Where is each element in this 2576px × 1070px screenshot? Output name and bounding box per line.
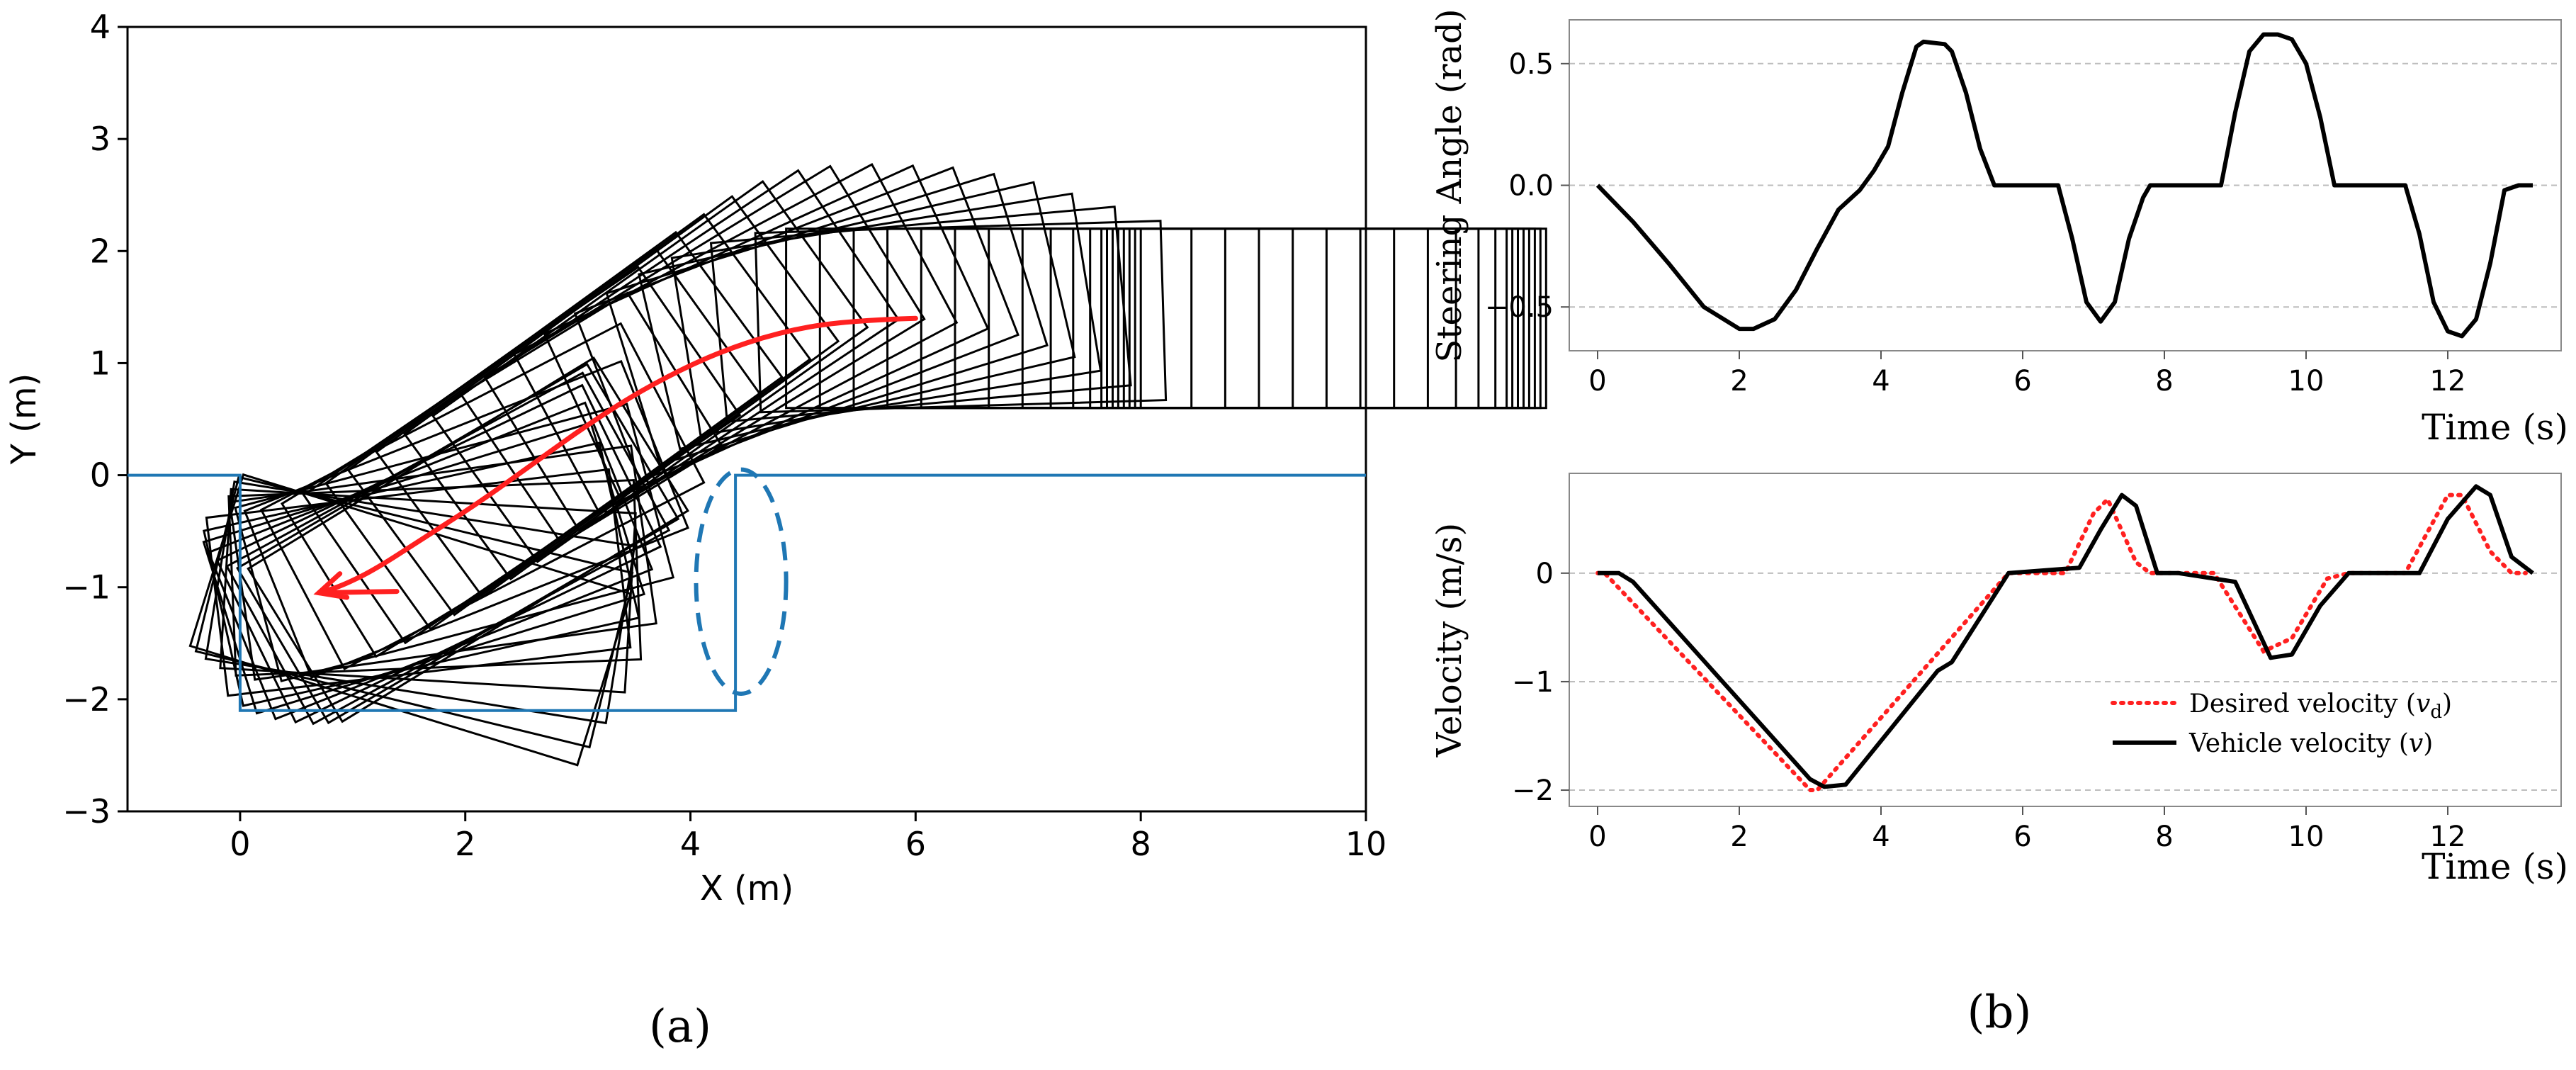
- panel-b-top-grid: [1569, 62, 2561, 308]
- panel-b-desired-velocity-line: [1595, 492, 2528, 792]
- panel-b-bottom-x-tick-label: 10: [2288, 821, 2324, 853]
- panel-b-bottom-x-tick-label: 8: [2155, 821, 2173, 853]
- panel-a-y-tick-label: −3: [62, 792, 111, 830]
- vehicle-footprint: [1072, 227, 1480, 410]
- panel-a-vehicle-footprints: [188, 162, 1547, 767]
- panel-a-parking-boundary: [128, 473, 1366, 712]
- vehicle-footprint: [1049, 227, 1457, 410]
- panel-b-bottom-y-tick-label: −2: [1512, 775, 1554, 807]
- panel-b-top-x-tick-label: 4: [1872, 365, 1889, 398]
- vehicle-footprint: [605, 172, 1049, 466]
- vehicle-footprint: [460, 169, 900, 546]
- panel-b-top-y-tick-label: 0.5: [1508, 48, 1554, 81]
- panel-b-top-x-tick-label: 12: [2430, 365, 2466, 398]
- vehicle-footprint: [1128, 227, 1536, 410]
- vehicle-footprint: [785, 227, 1193, 410]
- vehicle-footprint: [207, 401, 654, 721]
- legend-desired-label: Desired velocity (vd): [2189, 689, 2452, 723]
- panel-b-bottom-y-tick-label: −1: [1512, 666, 1554, 699]
- panel-b-top-x-tick-label: 10: [2288, 365, 2324, 398]
- panel-b-steering-plot: 0 2 4 6 8 10 12 −0.5 0.0 0.5 Time (s) Steering A…: [1430, 9, 2568, 448]
- vehicle-footprint: [512, 162, 959, 514]
- panel-a-label: (a): [649, 1001, 711, 1053]
- panel-b-top-y-axis-label: Steering Angle (rad): [1430, 9, 1469, 362]
- panel-a-y-axis-label: Y (m): [4, 373, 44, 466]
- panel-b-top-x-axis-label: Time (s): [2422, 407, 2568, 448]
- panel-b-label: (b): [1967, 986, 2032, 1039]
- vehicle-footprint: [1134, 227, 1542, 410]
- panel-a-trajectory-plot: 0 2 4 6 8 10 −3 −2 −1 0 1 2 3 4 X (m) Y (m) (a): [4, 8, 1547, 1053]
- panel-b-bottom-x-axis-label: Time (s): [2422, 846, 2568, 887]
- panel-b-vehicle-velocity-line: [1598, 484, 2534, 789]
- panel-a-x-tick-label: 0: [230, 825, 250, 863]
- vehicle-footprint: [431, 180, 869, 563]
- panel-a-y-tick-label: 1: [90, 344, 111, 382]
- panel-b-top-y-tick-label: −0.5: [1485, 291, 1554, 324]
- panel-b-steering-angle-line: [1595, 32, 2533, 339]
- vehicle-footprint: [543, 164, 990, 499]
- vehicle-footprint: [483, 164, 926, 531]
- vehicle-footprint: [302, 265, 742, 645]
- vehicle-footprint: [219, 488, 637, 694]
- vehicle-footprint: [754, 220, 1168, 414]
- panel-b-top-x-tick-label: 6: [2013, 365, 2031, 398]
- panel-a-y-tick-label: −2: [62, 680, 111, 719]
- panel-a-x-tick-label: 6: [905, 825, 926, 863]
- panel-b-top-y-ticks: −0.5 0.0 0.5: [1485, 48, 1569, 324]
- panel-a-y-tick-label: 2: [90, 232, 111, 270]
- vehicle-footprint: [203, 441, 640, 707]
- panel-a-x-axis-label: X (m): [700, 869, 793, 908]
- panel-a-x-ticks: 0 2 4 6 8 10: [230, 811, 1386, 863]
- panel-a-y-tick-label: 0: [90, 456, 111, 495]
- vehicle-footprint: [709, 205, 1132, 423]
- vehicle-footprint: [188, 473, 632, 767]
- panel-a-x-tick-label: 2: [455, 825, 475, 863]
- vehicle-footprint: [259, 322, 706, 670]
- vehicle-footprint: [954, 227, 1362, 410]
- panel-b-bottom-x-ticks: 0 2 4 6 8 10 12: [1588, 806, 2465, 853]
- panel-b-bottom-y-ticks: −2 −1 0: [1512, 558, 1569, 807]
- panel-a-recovery-arc: [694, 467, 789, 696]
- panel-b-bottom-y-axis-label: Velocity (m/s): [1430, 523, 1469, 758]
- vehicle-footprint: [215, 383, 662, 724]
- panel-b-bottom-y-tick-label: 0: [1536, 558, 1554, 590]
- panel-b-legend: Desired velocity (vd) Vehicle velocity (…: [2111, 689, 2452, 758]
- vehicle-footprint: [573, 166, 1019, 483]
- panel-b-bottom-x-tick-label: 4: [1872, 821, 1889, 853]
- panel-b-top-x-tick-label: 8: [2155, 365, 2173, 398]
- vehicle-footprint: [402, 195, 840, 581]
- panel-a-path-arrowhead: [313, 571, 400, 600]
- panel-b-bottom-x-tick-label: 2: [1730, 821, 1748, 853]
- panel-a-x-tick-label: 4: [680, 825, 701, 863]
- panel-b-bottom-x-tick-label: 0: [1588, 821, 1606, 853]
- panel-a-x-tick-label: 8: [1131, 825, 1151, 863]
- panel-b-top-x-ticks: 0 2 4 6 8 10 12: [1588, 351, 2465, 398]
- panel-a-plot-frame: [126, 26, 1367, 813]
- panel-b-bottom-x-tick-label: 6: [2013, 821, 2031, 853]
- panel-b-top-x-tick-label: 2: [1730, 365, 1748, 398]
- panel-a-y-tick-label: −1: [62, 568, 111, 607]
- vehicle-footprint: [670, 192, 1102, 437]
- vehicle-footprint: [204, 480, 636, 725]
- panel-b-velocity-plot: 0 2 4 6 8 10 12 −2 −1 0 Desired velocity (vd) Ve…: [1430, 473, 2568, 1039]
- panel-b-top-x-tick-label: 0: [1588, 365, 1606, 398]
- panel-a-y-ticks: −3 −2 −1 0 1 2 3 4: [62, 8, 128, 830]
- panel-b-bottom-plot-frame: [1569, 473, 2562, 807]
- vehicle-footprint: [280, 291, 723, 658]
- panel-a-reference-path: [316, 315, 918, 596]
- panel-b-bottom-x-tick-label: 12: [2430, 821, 2466, 853]
- panel-b-top-y-tick-label: 0.0: [1508, 170, 1554, 203]
- vehicle-footprint: [247, 356, 689, 723]
- legend-vehicle-label: Vehicle velocity (v): [2188, 729, 2433, 758]
- panel-a-y-tick-label: 4: [90, 8, 111, 46]
- vehicle-footprint: [243, 359, 689, 680]
- panel-a-y-tick-label: 3: [90, 120, 111, 158]
- panel-a-x-tick-label: 10: [1345, 825, 1387, 863]
- vehicle-footprint: [227, 479, 643, 677]
